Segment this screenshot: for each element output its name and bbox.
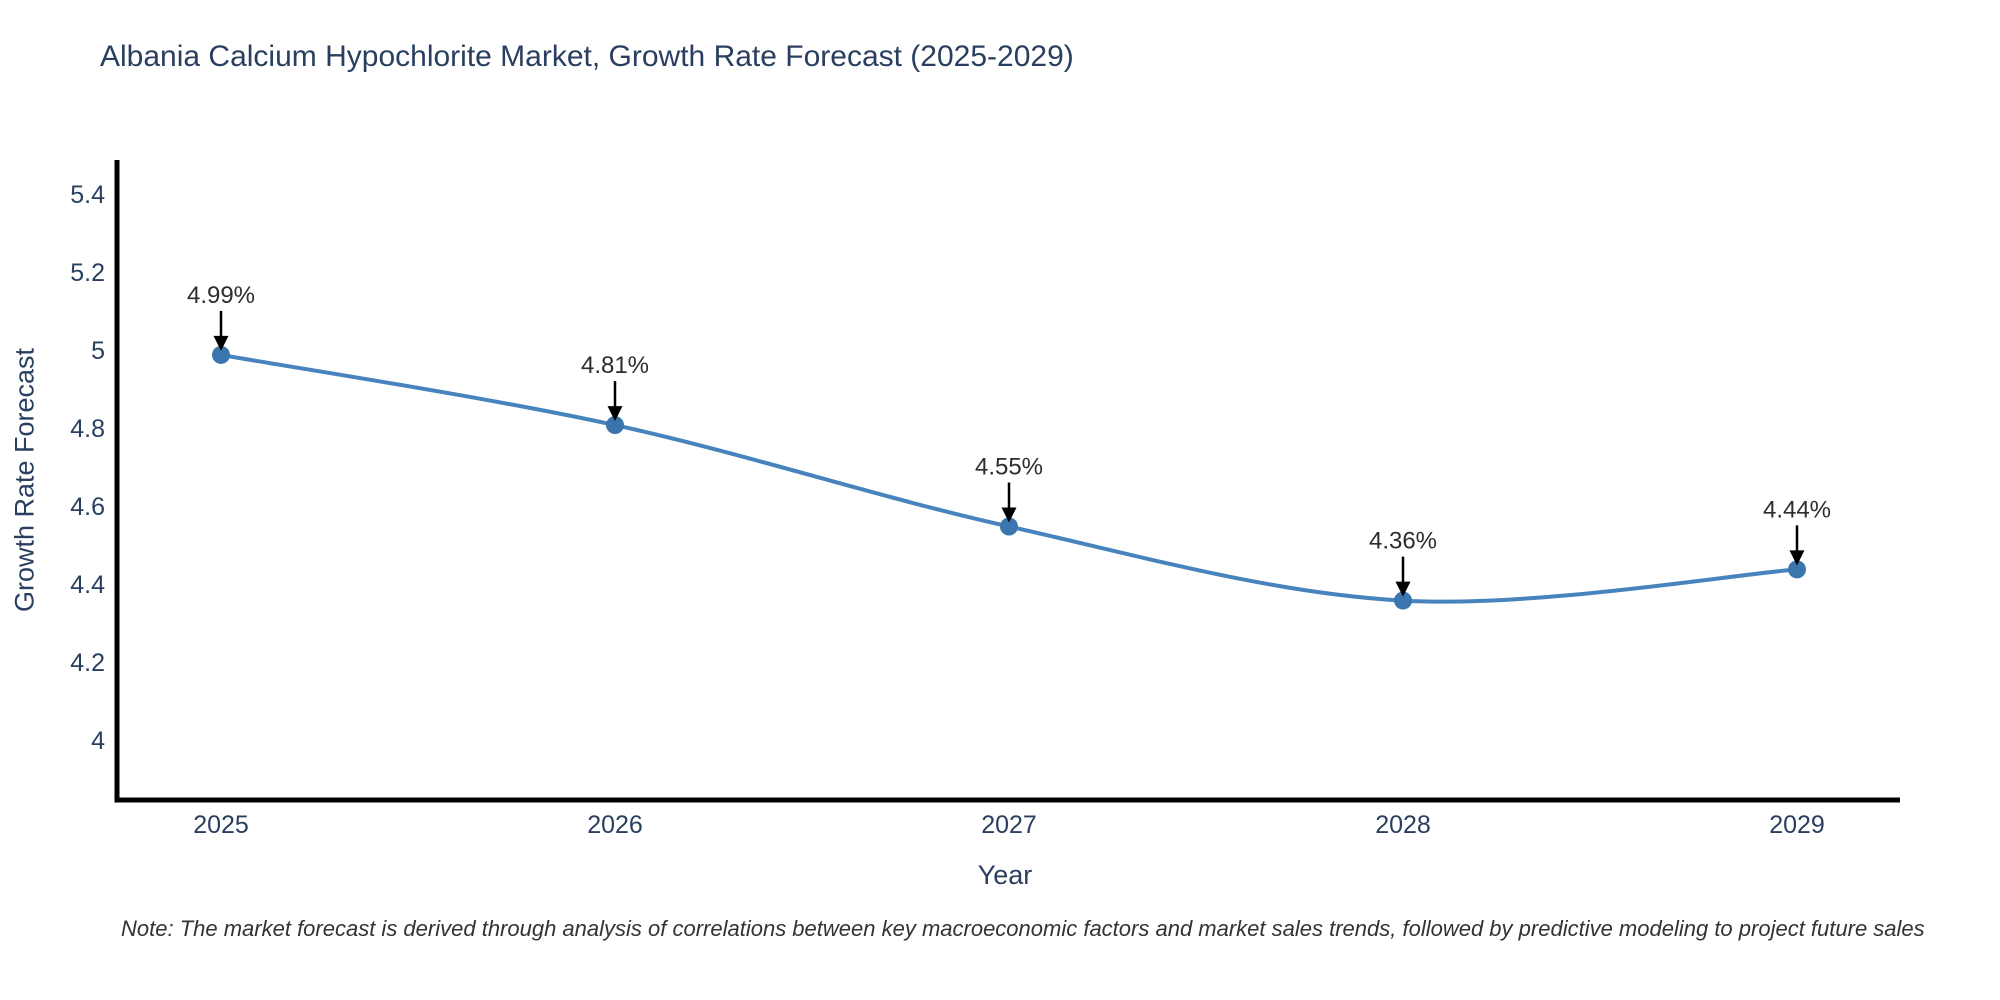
- data-point-marker: [1000, 517, 1018, 536]
- y-tick-label: 4.4: [70, 571, 105, 599]
- annotation-label: 4.99%: [187, 282, 255, 309]
- y-tick-label: 4.2: [70, 649, 105, 677]
- x-tick-label: 2029: [1769, 811, 1825, 839]
- y-tick-label: 5: [91, 337, 105, 365]
- x-tick-label: 2028: [1375, 811, 1431, 839]
- y-tick-label: 4: [91, 727, 105, 755]
- annotation-label: 4.36%: [1369, 528, 1437, 555]
- x-tick-label: 2027: [981, 811, 1037, 839]
- footnote: Note: The market forecast is derived thr…: [121, 916, 1925, 941]
- x-axis-title: Year: [977, 860, 1033, 890]
- annotation-arrowhead: [1395, 581, 1411, 597]
- x-tick-label: 2026: [587, 811, 643, 839]
- annotation-arrowhead: [1789, 550, 1805, 566]
- chart-title: Albania Calcium Hypochlorite Market, Gro…: [100, 40, 1074, 73]
- y-tick-label: 4.8: [70, 415, 105, 443]
- data-point-marker: [212, 345, 230, 364]
- data-point-marker: [606, 416, 624, 435]
- annotation-label: 4.81%: [581, 352, 649, 379]
- data-point-marker: [1394, 591, 1412, 610]
- y-tick-label: 5.4: [70, 181, 105, 209]
- annotation-arrowhead: [213, 335, 229, 351]
- y-tick-label: 5.2: [70, 259, 105, 287]
- y-tick-label: 4.6: [70, 493, 105, 521]
- x-tick-label: 2025: [193, 811, 249, 839]
- annotation-label: 4.55%: [975, 454, 1043, 481]
- annotation-label: 4.44%: [1763, 496, 1831, 523]
- data-point-marker: [1788, 560, 1806, 579]
- annotation-arrowhead: [607, 406, 623, 422]
- annotation-arrowhead: [1001, 507, 1017, 523]
